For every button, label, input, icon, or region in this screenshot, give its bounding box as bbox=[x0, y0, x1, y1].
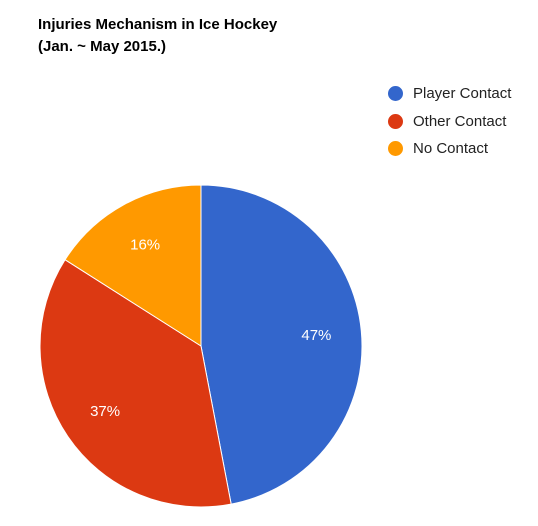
legend-swatch-no-contact bbox=[388, 141, 403, 157]
legend-swatch-player-contact bbox=[388, 86, 403, 102]
pie-slice-other-contact[interactable] bbox=[39, 259, 232, 508]
legend-label-other-contact: Other Contact bbox=[413, 112, 507, 130]
legend-item-other-contact[interactable]: Other Contact bbox=[388, 108, 511, 136]
legend-item-no-contact[interactable]: No Contact bbox=[388, 135, 511, 163]
chart-title: Injuries Mechanism in Ice Hockey (Jan. ~… bbox=[38, 14, 277, 58]
legend-label-player-contact: Player Contact bbox=[413, 85, 512, 103]
legend-swatch-other-contact bbox=[388, 113, 403, 129]
chart-title-line-2: (Jan. ~ May 2015.) bbox=[38, 38, 166, 55]
slice-label-no-contact: 16% bbox=[130, 236, 160, 253]
slice-label-player-contact: 47% bbox=[301, 327, 331, 344]
pie-slice-no-contact[interactable] bbox=[64, 184, 202, 347]
legend-label-no-contact: No Contact bbox=[413, 140, 489, 158]
legend: Player Contact Other Contact No Contact bbox=[388, 80, 511, 163]
pie-slice-player-contact[interactable] bbox=[200, 184, 363, 505]
legend-item-player-contact[interactable]: Player Contact bbox=[388, 80, 511, 108]
slice-label-other-contact: 37% bbox=[90, 403, 120, 420]
chart-title-line-1: Injuries Mechanism in Ice Hockey bbox=[38, 16, 278, 33]
